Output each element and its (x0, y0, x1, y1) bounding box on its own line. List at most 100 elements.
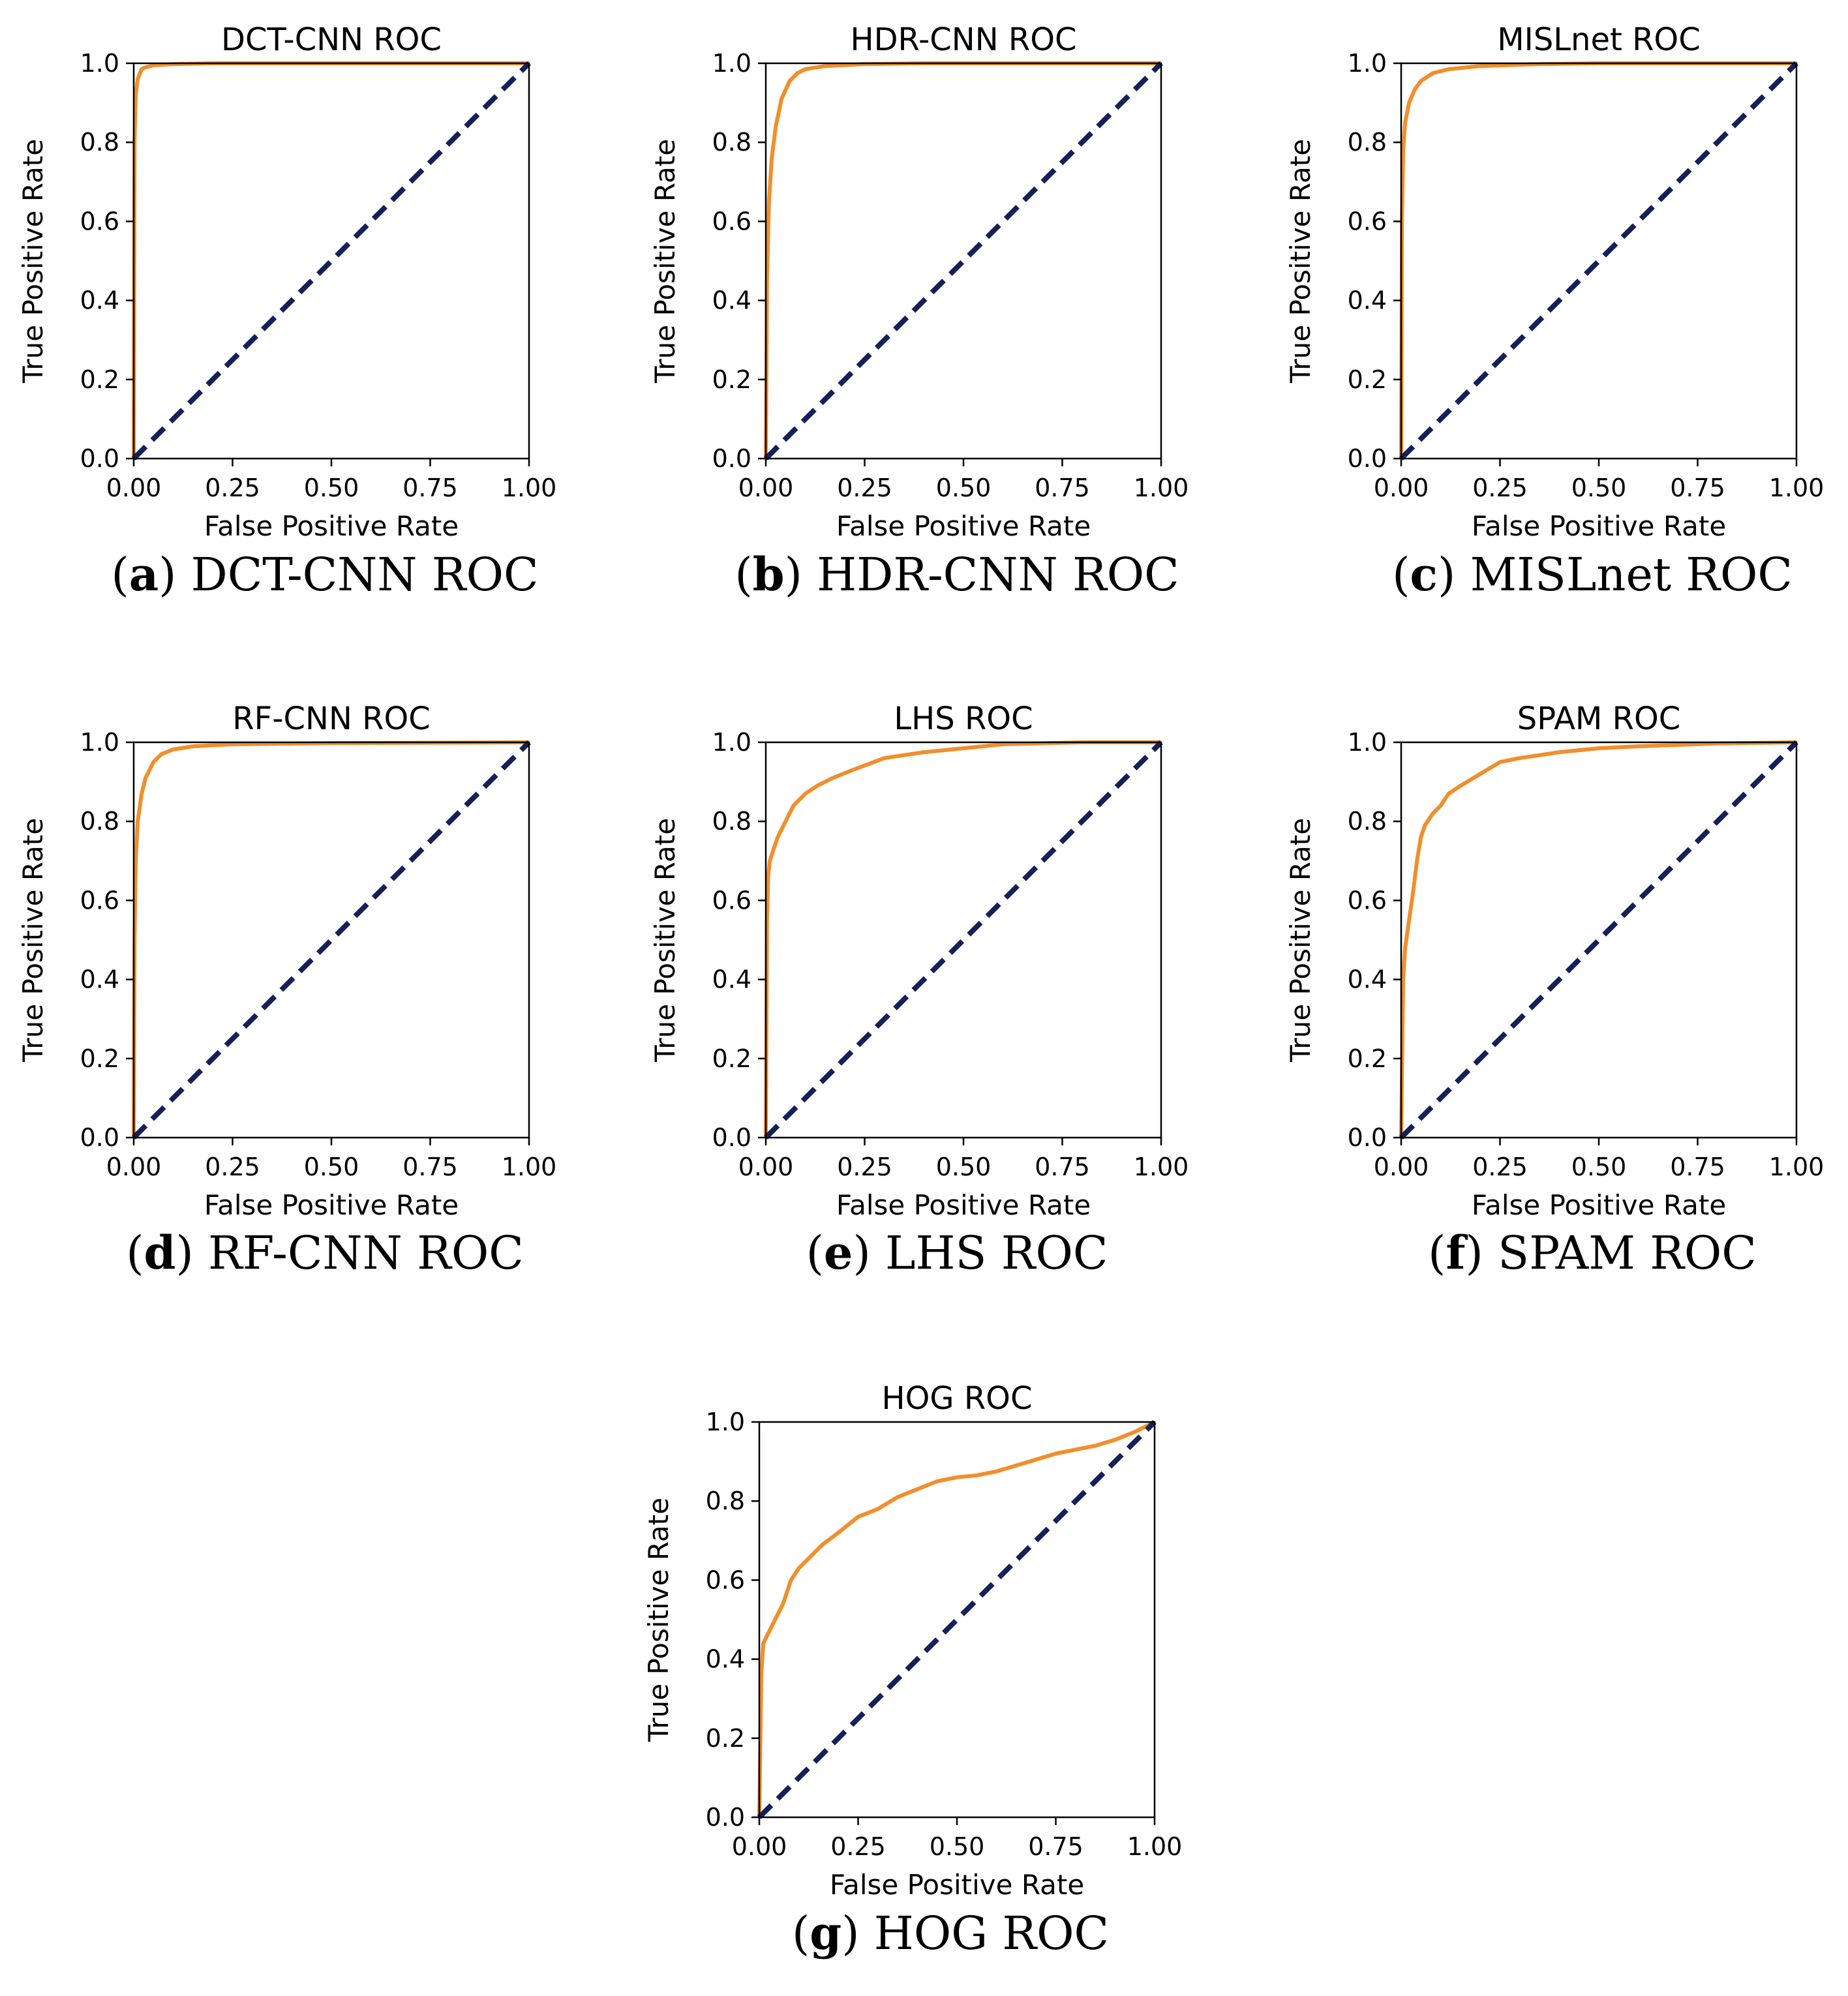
chart-title: LHS ROC (894, 701, 1033, 737)
y-axis-label: True Positive Rate (17, 139, 49, 384)
x-tick-label: 0.25 (837, 474, 892, 502)
caption-letter: c (1410, 547, 1438, 601)
subfigure-caption: (b) HDR-CNN ROC (735, 547, 1179, 601)
caption-letter: b (753, 547, 785, 601)
y-tick-label: 0.4 (706, 1645, 745, 1674)
y-tick-label: 0.8 (706, 1487, 745, 1515)
x-tick-label: 0.00 (106, 474, 162, 502)
y-tick-label: 0.8 (80, 807, 119, 836)
caption-text: LHS ROC (885, 1226, 1108, 1280)
caption-letter: e (824, 1226, 853, 1280)
y-tick-label: 0.4 (1348, 965, 1387, 994)
roc-curve-line (764, 740, 1161, 1138)
y-tick-label: 0.4 (1348, 286, 1387, 315)
x-tick-label: 0.00 (1374, 474, 1429, 502)
y-tick-label: 0.8 (712, 128, 751, 157)
chart-title: HOG ROC (882, 1380, 1033, 1417)
y-tick-label: 0.0 (712, 1123, 751, 1152)
y-tick-label: 0.6 (1348, 207, 1387, 235)
y-tick-label: 0.0 (712, 444, 751, 473)
roc-chart-g: 0.00 0.25 0.50 0.75 1.00 0.0 0.2 0.4 0.6 0.8 1.0 HO… (643, 1380, 1182, 1960)
y-tick-label: 1.0 (712, 728, 751, 757)
x-tick-label: 1.00 (1134, 1153, 1189, 1181)
y-tick-label: 0.8 (712, 807, 751, 836)
x-tick-label: 0.75 (1035, 1153, 1090, 1181)
y-tick-label: 0.6 (1348, 886, 1387, 915)
caption-letter: a (129, 547, 159, 601)
roc-chart-b: 0.00 0.25 0.50 0.75 1.00 0.0 0.2 0.4 0.6 0.8 1.0 HD… (649, 22, 1189, 601)
x-tick-label: 0.50 (930, 1832, 985, 1861)
x-tick-label: 1.00 (1127, 1832, 1183, 1861)
x-tick-label: 0.25 (205, 1153, 260, 1181)
y-tick-label: 0.2 (1348, 1044, 1387, 1073)
x-tick-label: 0.25 (837, 1153, 892, 1181)
x-tick-label: 1.00 (1134, 474, 1189, 502)
y-tick-label: 0.6 (80, 886, 119, 915)
y-tick-label: 0.8 (80, 128, 119, 157)
y-tick-label: 0.8 (1348, 807, 1387, 836)
y-tick-label: 0.4 (712, 286, 751, 315)
roc-curve-line (757, 1420, 1156, 1818)
y-axis-label: True Positive Rate (1284, 139, 1316, 384)
x-tick-label: 0.50 (1571, 474, 1627, 502)
x-axis-label: False Positive Rate (1472, 510, 1726, 542)
x-tick-label: 0.25 (830, 1832, 886, 1861)
subfigure-caption: (c) MISLnet ROC (1392, 547, 1793, 601)
x-axis-label: False Positive Rate (830, 1869, 1084, 1901)
y-tick-label: 0.0 (706, 1803, 745, 1832)
x-tick-label: 1.00 (502, 1153, 557, 1181)
y-tick-label: 0.2 (1348, 365, 1387, 394)
y-tick-label: 0.6 (712, 207, 751, 235)
x-axis-label: False Positive Rate (836, 510, 1091, 542)
subfigure-caption: (d) RF-CNN ROC (126, 1226, 524, 1280)
chance-diagonal-line (1399, 61, 1798, 461)
x-tick-label: 0.25 (1472, 474, 1528, 502)
x-axis-label: False Positive Rate (204, 510, 459, 542)
chart-title: SPAM ROC (1517, 701, 1681, 737)
y-tick-label: 1.0 (706, 1408, 745, 1436)
x-tick-label: 0.75 (1670, 474, 1725, 502)
x-tick-label: 1.00 (1769, 474, 1825, 502)
y-tick-label: 0.2 (80, 1044, 119, 1073)
roc-chart-f: 0.00 0.25 0.50 0.75 1.00 0.0 0.2 0.4 0.6 0.8 1.0 SP… (1284, 701, 1824, 1280)
x-tick-label: 0.00 (1374, 1153, 1429, 1181)
y-tick-label: 1.0 (80, 728, 119, 757)
chance-diagonal-line (132, 740, 531, 1140)
caption-letter: d (144, 1226, 176, 1280)
roc-chart-a: 0.00 0.25 0.50 0.75 1.00 0.0 0.2 0.4 0.6 0.8 1.0 DC… (17, 22, 556, 601)
chance-diagonal-line (764, 740, 1163, 1140)
subfigure-caption: (a) DCT-CNN ROC (111, 547, 538, 601)
y-tick-label: 1.0 (1348, 728, 1387, 757)
caption-text: HDR-CNN ROC (817, 548, 1179, 601)
chance-diagonal-line (132, 61, 531, 461)
chance-diagonal-line (764, 61, 1163, 461)
caption-text: RF-CNN ROC (208, 1226, 524, 1280)
subfigure-caption: (e) LHS ROC (806, 1226, 1108, 1280)
roc-chart-c: 0.00 0.25 0.50 0.75 1.00 0.0 0.2 0.4 0.6 0.8 1.0 MI… (1284, 22, 1824, 601)
x-tick-label: 0.50 (304, 1153, 359, 1181)
roc-curve-line (1399, 740, 1797, 1138)
caption-letter: f (1446, 1226, 1468, 1280)
roc-curve-line (132, 740, 530, 1138)
y-tick-label: 0.6 (712, 886, 751, 915)
y-tick-label: 0.4 (712, 965, 751, 994)
y-tick-label: 0.6 (706, 1565, 745, 1594)
y-tick-label: 0.8 (1348, 128, 1387, 157)
subfigure-caption: (g) HOG ROC (792, 1906, 1109, 1960)
x-tick-label: 0.00 (106, 1153, 162, 1181)
x-tick-label: 0.50 (304, 474, 359, 502)
x-tick-label: 0.00 (732, 1832, 787, 1861)
chart-title: MISLnet ROC (1497, 22, 1700, 58)
x-tick-label: 0.25 (205, 474, 260, 502)
y-axis-label: True Positive Rate (17, 818, 49, 1063)
x-axis-label: False Positive Rate (836, 1189, 1091, 1221)
chart-title: DCT-CNN ROC (221, 22, 442, 58)
x-tick-label: 0.50 (936, 1153, 992, 1181)
y-tick-label: 0.4 (80, 965, 119, 994)
chart-title: HDR-CNN ROC (850, 22, 1076, 58)
y-tick-label: 0.2 (712, 1044, 751, 1073)
y-tick-label: 0.0 (80, 1123, 119, 1152)
y-tick-label: 0.4 (80, 286, 119, 315)
x-tick-label: 0.50 (1571, 1153, 1627, 1181)
